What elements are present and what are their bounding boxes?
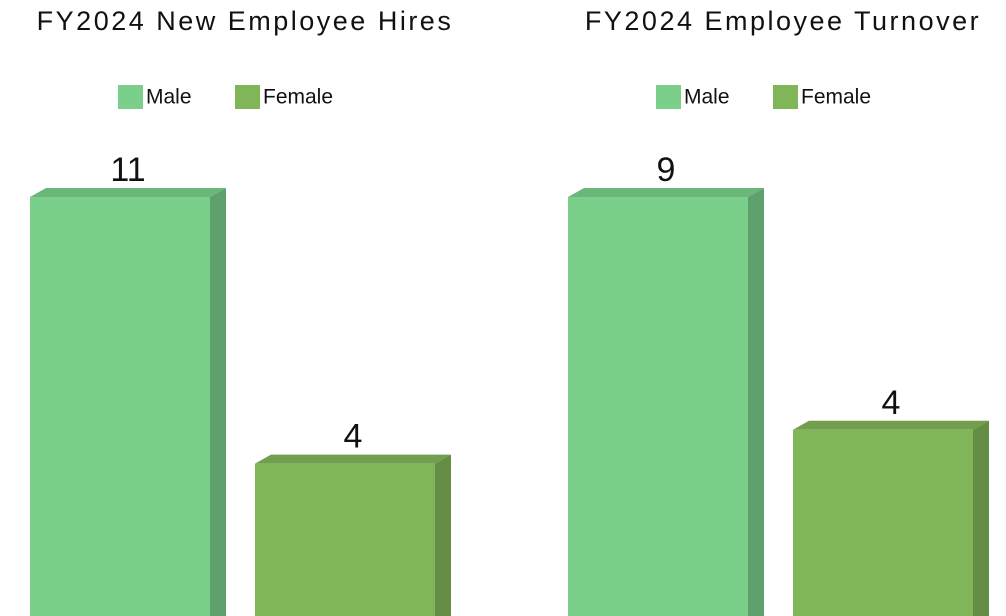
bar bbox=[568, 188, 764, 616]
bar-front bbox=[30, 197, 210, 616]
bar-side bbox=[973, 420, 989, 616]
bar-top bbox=[568, 188, 764, 197]
legend-label: Female bbox=[263, 86, 333, 109]
legend-label: Female bbox=[801, 86, 871, 109]
data-label: 4 bbox=[882, 384, 901, 422]
chart-title: FY2024 New Employee Hires bbox=[37, 6, 454, 36]
bar-front bbox=[255, 463, 435, 616]
bar-side bbox=[435, 454, 451, 616]
legend-swatch bbox=[235, 85, 260, 109]
bar-front bbox=[568, 197, 748, 616]
legend-swatch bbox=[773, 85, 798, 109]
bar-top bbox=[30, 188, 226, 197]
bar-side bbox=[748, 188, 764, 616]
legend-swatch bbox=[656, 85, 681, 109]
bar-top bbox=[793, 420, 989, 430]
bar-top bbox=[255, 454, 451, 464]
legend-label: Male bbox=[146, 86, 192, 109]
bar-front bbox=[793, 429, 973, 616]
bar-side bbox=[210, 188, 226, 616]
data-label: 9 bbox=[657, 151, 676, 189]
chart-title: FY2024 Employee Turnover bbox=[585, 6, 981, 36]
chart: FY2024 New Employee Hires Male 11 Female 4 bbox=[30, 6, 454, 616]
data-label: 11 bbox=[110, 151, 145, 189]
legend-label: Male bbox=[684, 86, 730, 109]
bar bbox=[793, 420, 989, 616]
bar bbox=[255, 454, 451, 616]
chart: FY2024 Employee Turnover Male 9 Female 4 bbox=[568, 6, 989, 616]
legend-swatch bbox=[118, 85, 143, 109]
data-label: 4 bbox=[344, 418, 363, 456]
bar bbox=[30, 188, 226, 616]
